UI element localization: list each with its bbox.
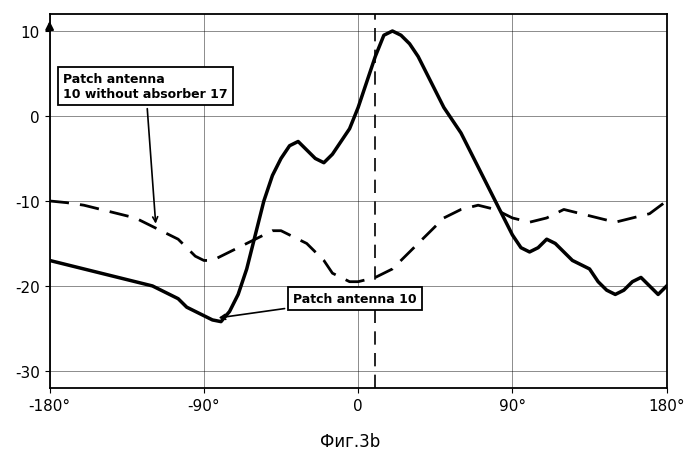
Text: Patch antenna 10: Patch antenna 10: [220, 293, 416, 320]
Text: Фиг.3b: Фиг.3b: [320, 433, 380, 450]
Text: Patch antenna
10 without absorber 17: Patch antenna 10 without absorber 17: [63, 73, 228, 222]
